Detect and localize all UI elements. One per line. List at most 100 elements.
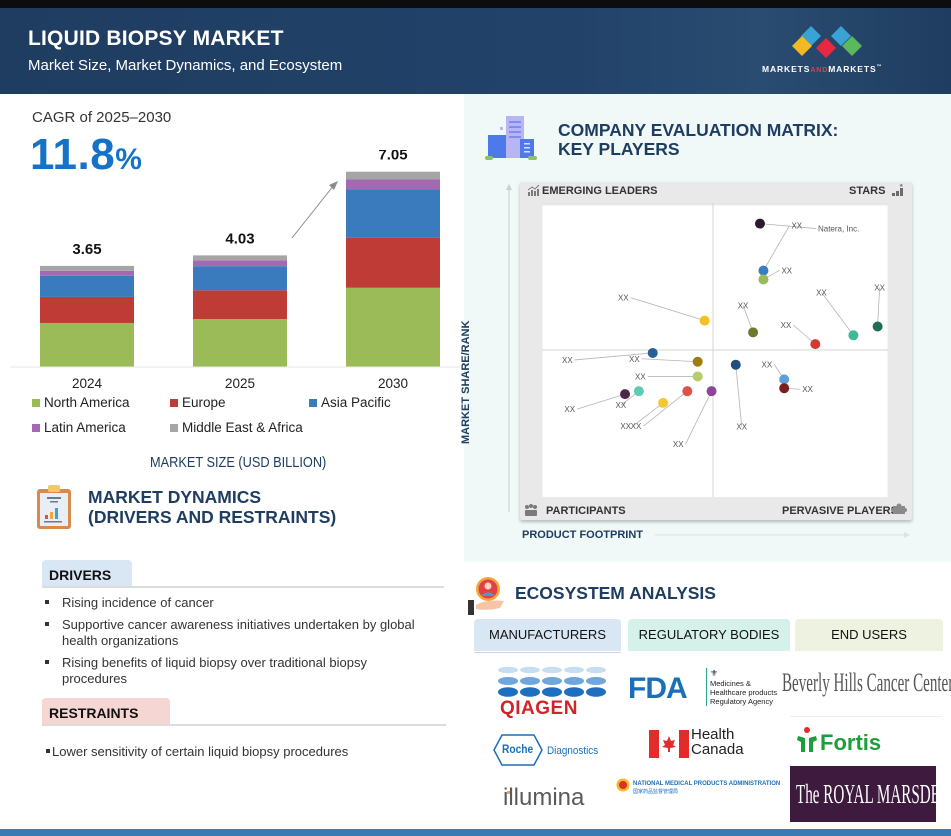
fortis-emblem-icon bbox=[797, 727, 817, 752]
clipboard-chart-icon bbox=[37, 485, 71, 529]
fortis-logo: Fortis bbox=[820, 730, 882, 755]
player-bubble[interactable] bbox=[758, 274, 769, 285]
canada-flag-icon bbox=[649, 730, 689, 758]
player-bubble[interactable] bbox=[658, 397, 669, 408]
player-leader-line bbox=[643, 390, 688, 427]
tab-regulatory-bodies[interactable]: REGULATORY BODIES bbox=[628, 619, 790, 651]
qiagen-dot bbox=[520, 687, 540, 697]
bar-total-label: 7.05 bbox=[378, 150, 407, 164]
player-bubble[interactable] bbox=[730, 359, 741, 370]
player-leader-line bbox=[759, 223, 817, 229]
restraints-divider bbox=[42, 724, 446, 726]
tab-end-users[interactable]: END USERS bbox=[795, 619, 943, 651]
legend-latin-america: Latin America bbox=[32, 420, 126, 435]
health-canada-logo: Health Canada bbox=[691, 726, 744, 758]
legend-north-america: North America bbox=[32, 395, 130, 410]
illumina-accent bbox=[507, 791, 510, 794]
beverly-hills-cancer-center-logo: Beverly Hills Cancer Center bbox=[782, 668, 951, 697]
bar-segment-asia-pacific bbox=[40, 275, 134, 297]
bar-segment-europe bbox=[346, 237, 440, 288]
player-bubble[interactable] bbox=[754, 218, 765, 229]
player-label: XX bbox=[564, 405, 575, 414]
player-leader-line bbox=[735, 364, 743, 427]
player-label: XX bbox=[673, 440, 684, 449]
player-label: XX bbox=[631, 422, 642, 431]
qiagen-dot bbox=[586, 687, 606, 697]
player-label: Natera, Inc. bbox=[818, 225, 859, 234]
legend-asia-pacific: Asia Pacific bbox=[309, 395, 391, 410]
market-size-label: MARKET SIZE (USD BILLION) bbox=[150, 455, 327, 471]
player-bubble[interactable] bbox=[779, 383, 790, 394]
y-axis-label: MARKET SHARE/RANK bbox=[460, 320, 472, 444]
page-title: LIQUID BIOPSY MARKET bbox=[28, 27, 284, 50]
player-bubble[interactable] bbox=[758, 265, 769, 276]
player-bubble[interactable] bbox=[647, 347, 658, 358]
player-label: XX bbox=[738, 301, 749, 310]
royal-marsden-logo: The ROYAL MARSDEN bbox=[796, 779, 951, 809]
player-bubble[interactable] bbox=[692, 356, 703, 367]
qiagen-logo-icon bbox=[498, 666, 606, 697]
qiagen-dot bbox=[520, 677, 540, 685]
cagr-value: 11.8% bbox=[30, 130, 143, 179]
bar-segment-north-america bbox=[40, 322, 134, 367]
quadrant-pervasive-players: PERVASIVE PLAYERS bbox=[782, 505, 898, 517]
end-users-divider bbox=[790, 716, 942, 717]
player-bubble[interactable] bbox=[706, 386, 717, 397]
x-tick-label: 2025 bbox=[225, 376, 255, 391]
player-label: XX bbox=[635, 372, 646, 381]
brand-name: MARKETSANDMARKETS™ bbox=[762, 64, 883, 74]
market-size-bar-chart: 3.65 2024 4.03 2025 7.05 2030 bbox=[10, 150, 460, 391]
tab-manufacturers[interactable]: MANUFACTURERS bbox=[474, 619, 621, 651]
driver-item: Rising benefits of liquid biopsy over tr… bbox=[45, 655, 442, 687]
player-bubble[interactable] bbox=[748, 327, 759, 338]
bar-segment-latin-america bbox=[346, 179, 440, 190]
player-bubble[interactable] bbox=[872, 321, 883, 332]
mhra-crest-icon: ⚜ bbox=[710, 668, 719, 678]
bar-segment-asia-pacific bbox=[193, 266, 287, 291]
player-leader-line bbox=[632, 402, 664, 427]
player-bubble[interactable] bbox=[633, 386, 644, 397]
svg-text:★: ★ bbox=[899, 183, 904, 189]
player-leader-line bbox=[641, 358, 698, 363]
ecosystem-hand-icon bbox=[468, 577, 504, 615]
qiagen-logo: QIAGEN bbox=[500, 698, 578, 719]
x-axis-label: PRODUCT FOOTPRINT bbox=[522, 529, 643, 541]
nmpa-emblem-icon bbox=[616, 778, 630, 792]
restraints-header: RESTRAINTS bbox=[42, 698, 170, 726]
player-bubble[interactable] bbox=[810, 339, 821, 350]
player-label: XX bbox=[629, 355, 640, 364]
matrix-title: COMPANY EVALUATION MATRIX: KEY PLAYERS bbox=[558, 120, 839, 159]
page-subtitle: Market Size, Market Dynamics, and Ecosys… bbox=[28, 57, 343, 74]
bar-segment-middle-east-africa bbox=[193, 255, 287, 261]
header-banner bbox=[0, 8, 951, 94]
player-bubble[interactable] bbox=[692, 371, 703, 382]
player-bubble[interactable] bbox=[682, 386, 693, 397]
player-bubble[interactable] bbox=[620, 389, 631, 400]
player-bubble[interactable] bbox=[848, 330, 859, 341]
building-icon bbox=[485, 116, 537, 160]
bar-segment-europe bbox=[193, 290, 287, 320]
player-label: XX bbox=[816, 288, 827, 297]
qiagen-dot bbox=[498, 677, 518, 685]
ecosystem-title: ECOSYSTEM ANALYSIS bbox=[515, 583, 716, 603]
qiagen-dot bbox=[498, 666, 518, 674]
bar-total-label: 4.03 bbox=[225, 230, 254, 247]
growth-arrow bbox=[291, 184, 335, 239]
player-bubble[interactable] bbox=[699, 315, 710, 326]
bar-segment-europe bbox=[40, 296, 134, 323]
player-leader-line bbox=[877, 287, 881, 327]
roche-logo: Roche bbox=[502, 742, 534, 756]
roche-logo-icon bbox=[493, 734, 543, 766]
mhra-logo: Medicines & Healthcare products Regulatory… bbox=[710, 679, 778, 706]
bar-segment-north-america bbox=[193, 319, 287, 367]
bar-segment-asia-pacific bbox=[346, 189, 440, 238]
marketsandmarkets-logo-icon bbox=[792, 26, 862, 58]
quadrant-stars: STARS bbox=[849, 185, 886, 197]
player-bubble[interactable] bbox=[779, 374, 790, 385]
bar-segment-latin-america bbox=[40, 270, 134, 276]
player-leader-line bbox=[576, 393, 626, 410]
quadrant-participants: PARTICIPANTS bbox=[546, 505, 626, 517]
player-label: XX bbox=[620, 422, 631, 431]
qiagen-dot bbox=[564, 687, 584, 697]
